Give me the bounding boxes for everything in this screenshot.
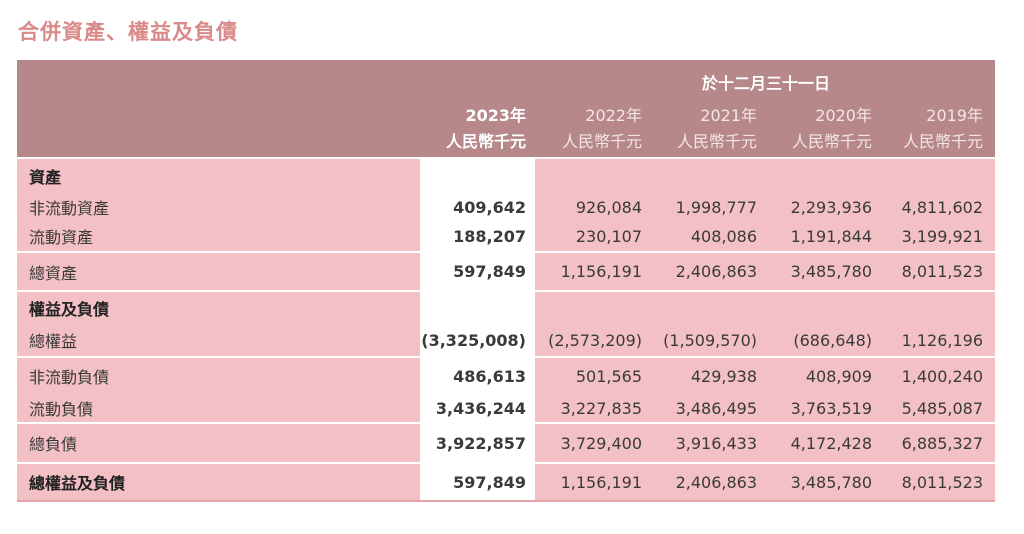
value-cell: 597,849 xyxy=(420,464,535,500)
value-cell: 2,406,863 xyxy=(675,262,757,281)
year-label: 2019年 xyxy=(926,106,983,125)
total-assets-group: 總資產 597,849 1,156,191 2,406,863 3,485,78… xyxy=(17,251,995,290)
table-row: 資產 xyxy=(17,159,995,193)
row-label: 非流動負債 xyxy=(29,368,110,387)
unit-label: 人民幣千元 xyxy=(791,132,872,151)
table-row: 總權益 (3,325,008) (2,573,209) (1,509,570) … xyxy=(17,324,995,356)
value-cell: 4,172,428 xyxy=(790,433,872,453)
value-cell: (1,509,570) xyxy=(663,330,757,350)
value-cell: 3,729,400 xyxy=(560,433,642,453)
table-row: 總權益及負債 597,849 1,156,191 2,406,863 3,485… xyxy=(17,464,995,500)
value-cell: 3,922,857 xyxy=(420,424,535,462)
year-2019-header: 2019年 人民幣千元 xyxy=(880,103,983,155)
liabilities-group: 非流動負債 486,613 501,565 429,938 408,909 1,… xyxy=(17,356,995,422)
row-label: 總權益 xyxy=(29,332,78,351)
table-header: 於十二月三十一日 2023年 人民幣千元 2022年 人民幣千元 2021年 人… xyxy=(17,60,995,157)
value-cell: 230,107 xyxy=(575,226,642,246)
value-cell: (686,648) xyxy=(793,330,872,350)
value-cell: 2,293,936 xyxy=(790,197,872,217)
table-body: 資產 非流動資產 409,642 926,084 1,998,777 2,293… xyxy=(17,157,995,500)
value-cell: 3,485,780 xyxy=(790,472,872,492)
value-cell: 2,406,863 xyxy=(675,472,757,492)
total-liabilities-group: 總負債 3,922,857 3,729,400 3,916,433 4,172,… xyxy=(17,422,995,462)
table-row: 總負債 3,922,857 3,729,400 3,916,433 4,172,… xyxy=(17,424,995,462)
period-label: 於十二月三十一日 xyxy=(701,74,830,93)
empty-cell xyxy=(420,159,535,193)
value-cell: 501,565 xyxy=(575,366,642,386)
value-cell: (2,573,209) xyxy=(548,330,642,350)
value-cell: 3,916,433 xyxy=(675,433,757,453)
section-heading: 資產 xyxy=(29,168,62,187)
unit-label: 人民幣千元 xyxy=(561,132,642,151)
table-row: 非流動負債 486,613 501,565 429,938 408,909 1,… xyxy=(17,358,995,394)
table-row: 流動資產 188,207 230,107 408,086 1,191,844 3… xyxy=(17,221,995,251)
value-cell: 486,613 xyxy=(420,358,535,394)
year-2022-header: 2022年 人民幣千元 xyxy=(535,103,642,155)
table-row: 流動負債 3,436,244 3,227,835 3,486,495 3,763… xyxy=(17,394,995,422)
equity-group: 權益及負債 總權益 (3,325,008) (2,573,209) (1,509… xyxy=(17,290,995,356)
value-cell: 408,909 xyxy=(805,366,872,386)
row-label: 總負債 xyxy=(29,435,78,454)
value-cell: 8,011,523 xyxy=(901,472,983,492)
year-label: 2021年 xyxy=(700,106,757,125)
value-cell: 1,998,777 xyxy=(675,197,757,217)
value-cell: (3,325,008) xyxy=(420,324,535,356)
year-label: 2023年 xyxy=(465,106,526,125)
value-cell: 429,938 xyxy=(690,366,757,386)
row-label: 非流動資產 xyxy=(29,199,110,218)
year-2020-header: 2020年 人民幣千元 xyxy=(765,103,872,155)
value-cell: 1,156,191 xyxy=(560,262,642,281)
value-cell: 1,156,191 xyxy=(560,472,642,492)
empty-cell xyxy=(420,292,535,324)
value-cell: 597,849 xyxy=(420,253,535,290)
row-label: 總權益及負債 xyxy=(29,474,126,493)
value-cell: 4,811,602 xyxy=(901,197,983,217)
value-cell: 1,126,196 xyxy=(901,330,983,350)
value-cell: 1,191,844 xyxy=(790,226,872,246)
year-2023-header: 2023年 人民幣千元 xyxy=(420,103,526,155)
section-heading: 權益及負債 xyxy=(29,300,110,319)
row-label: 流動負債 xyxy=(29,400,94,419)
financial-table: 於十二月三十一日 2023年 人民幣千元 2022年 人民幣千元 2021年 人… xyxy=(17,60,995,502)
table-row: 非流動資產 409,642 926,084 1,998,777 2,293,93… xyxy=(17,193,995,221)
row-label: 流動資產 xyxy=(29,228,94,247)
grand-total-group: 總權益及負債 597,849 1,156,191 2,406,863 3,485… xyxy=(17,462,995,500)
value-cell: 3,486,495 xyxy=(675,398,757,418)
value-cell: 5,485,087 xyxy=(901,398,983,418)
year-2021-header: 2021年 人民幣千元 xyxy=(650,103,757,155)
table-row: 總資產 597,849 1,156,191 2,406,863 3,485,78… xyxy=(17,253,995,290)
value-cell: 3,485,780 xyxy=(790,262,872,281)
year-label: 2020年 xyxy=(815,106,872,125)
value-cell: 3,227,835 xyxy=(560,398,642,418)
assets-group: 資產 非流動資產 409,642 926,084 1,998,777 2,293… xyxy=(17,157,995,251)
unit-label: 人民幣千元 xyxy=(902,132,983,151)
page-title: 合併資產、權益及負債 xyxy=(18,20,238,44)
value-cell: 3,763,519 xyxy=(790,398,872,418)
value-cell: 8,011,523 xyxy=(901,262,983,281)
value-cell: 188,207 xyxy=(420,221,535,251)
row-label: 總資產 xyxy=(29,263,78,283)
value-cell: 3,436,244 xyxy=(420,394,535,422)
unit-label: 人民幣千元 xyxy=(676,132,757,151)
unit-label: 人民幣千元 xyxy=(445,132,526,151)
value-cell: 3,199,921 xyxy=(901,226,983,246)
table-row: 權益及負債 xyxy=(17,292,995,324)
value-cell: 6,885,327 xyxy=(901,433,983,453)
year-label: 2022年 xyxy=(585,106,642,125)
value-cell: 408,086 xyxy=(690,226,757,246)
value-cell: 409,642 xyxy=(420,193,535,221)
value-cell: 926,084 xyxy=(575,197,642,217)
value-cell: 1,400,240 xyxy=(901,366,983,386)
